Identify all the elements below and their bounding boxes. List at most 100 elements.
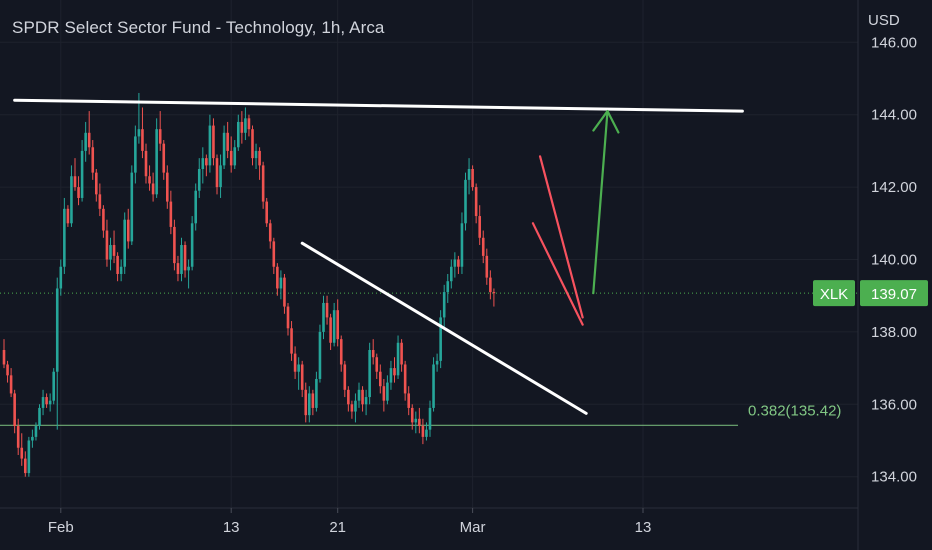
candle <box>166 165 169 209</box>
candle-body <box>272 241 276 267</box>
candle <box>162 140 166 180</box>
candle-body <box>77 187 80 198</box>
candle-body <box>219 165 222 188</box>
candle-body <box>485 255 489 278</box>
candle <box>276 263 279 296</box>
candle-body <box>371 350 375 358</box>
time-tick-label: 13 <box>223 519 240 536</box>
candle <box>457 255 460 274</box>
candle <box>176 255 180 282</box>
candle-body <box>20 447 24 459</box>
candle-body <box>304 389 308 416</box>
candle <box>453 252 457 278</box>
candle-body <box>95 172 98 195</box>
candle <box>382 378 386 412</box>
candle-body <box>350 404 354 412</box>
candle <box>208 114 212 173</box>
candle <box>386 375 389 405</box>
candle <box>336 299 339 347</box>
candle <box>180 237 183 282</box>
candle-body <box>410 407 414 423</box>
candle <box>318 324 322 383</box>
candle-body <box>446 281 450 293</box>
candle-body <box>258 150 261 166</box>
candle-body <box>66 208 70 224</box>
candle-body <box>322 302 325 332</box>
candle <box>215 154 219 195</box>
candle <box>95 169 98 202</box>
candle <box>361 386 364 412</box>
candle-body <box>27 440 31 474</box>
candle <box>109 237 112 271</box>
candle-body <box>375 357 379 372</box>
candle <box>329 313 332 350</box>
candle-body <box>233 147 237 166</box>
candle-body <box>354 400 357 412</box>
candle-body <box>293 353 297 372</box>
candle-body <box>368 350 371 398</box>
candle <box>357 382 361 408</box>
candle-body <box>318 331 322 379</box>
candle <box>155 118 158 198</box>
candle <box>492 288 496 307</box>
candle-body <box>308 393 311 416</box>
candle-body <box>222 132 226 166</box>
candle-body <box>300 364 304 390</box>
candle-body <box>279 277 283 289</box>
candle-body <box>151 183 155 195</box>
candle <box>311 389 315 416</box>
candle <box>80 140 84 202</box>
last-price-tag <box>860 280 928 307</box>
price-tick-label: 140.00 <box>871 252 917 269</box>
candle <box>247 114 251 137</box>
candle <box>201 147 205 184</box>
candle-body <box>251 129 254 159</box>
candle-body <box>190 223 194 267</box>
fib-level: 0.382(135.42) <box>0 402 841 426</box>
grid-lines <box>0 0 858 508</box>
candle-body <box>421 426 425 437</box>
candle-body <box>183 245 187 271</box>
candle <box>283 273 286 314</box>
candle <box>27 436 31 477</box>
projection-arrow-shaft <box>592 109 609 295</box>
trendline-resistance <box>13 98 744 113</box>
candle-body <box>286 306 290 329</box>
candle-body <box>109 245 112 260</box>
candle-body <box>325 302 329 318</box>
candle <box>379 364 382 394</box>
candle-body <box>435 360 439 365</box>
candle <box>45 393 48 408</box>
candle-body <box>201 158 205 169</box>
candle-body <box>396 342 400 376</box>
candle-body <box>84 132 87 151</box>
candle <box>272 237 276 274</box>
candle-body <box>467 169 471 180</box>
candle-body <box>158 129 162 144</box>
candles <box>2 92 496 477</box>
time-axis[interactable]: Feb 13 21 Mar 13 <box>48 508 651 536</box>
candle-body <box>59 266 63 289</box>
symbol-tag-label: XLK <box>820 286 848 303</box>
candle <box>343 360 347 398</box>
candle <box>315 371 318 412</box>
candle <box>2 339 6 369</box>
candle-body <box>148 176 151 184</box>
candle <box>34 422 38 441</box>
candle <box>169 190 173 235</box>
candle-body <box>130 172 134 242</box>
candle <box>474 183 478 224</box>
candle-body <box>393 368 396 376</box>
candle <box>158 111 162 151</box>
candle-body <box>169 201 173 227</box>
candle <box>254 143 258 169</box>
candle-body <box>460 223 464 267</box>
candle <box>297 357 300 390</box>
candle-body <box>87 132 91 148</box>
candle-body <box>52 371 55 401</box>
candle-body <box>123 219 126 267</box>
price-axis[interactable]: 146.00 144.00 142.00 140.00 138.00 136.00 134.… <box>871 34 917 485</box>
candle <box>105 219 109 267</box>
projection-arrow-head <box>592 109 620 134</box>
